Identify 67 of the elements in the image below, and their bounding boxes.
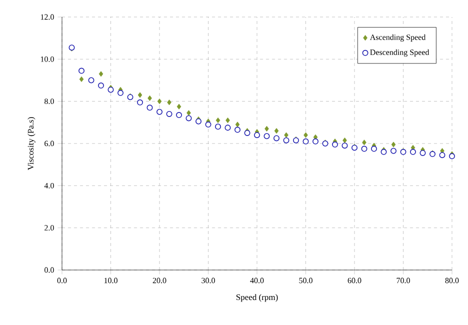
x-tick-label: 80.0 [445, 278, 459, 284]
point [186, 115, 192, 122]
y-tick-label: 8.0 [44, 98, 54, 104]
point [274, 128, 279, 134]
x-tick-label: 30.0 [202, 278, 215, 284]
point [332, 142, 338, 148]
point [342, 142, 348, 149]
point [284, 132, 288, 138]
y-tick-label: 2.0 [44, 225, 54, 231]
point [390, 148, 396, 154]
point [108, 86, 114, 93]
point [137, 99, 143, 106]
legend-label: Descending Speed [370, 49, 430, 57]
point [283, 137, 290, 144]
point [342, 138, 347, 144]
y-tick-label: 0.0 [44, 267, 54, 273]
point [78, 68, 84, 74]
point [235, 122, 240, 128]
y-tick-label: 12.0 [40, 14, 54, 20]
x-tick-label: 10.0 [104, 278, 118, 284]
point [167, 100, 172, 106]
point [362, 140, 366, 146]
legend-label: Ascending Speed [370, 34, 426, 42]
x-tick-label: 0.0 [57, 278, 67, 284]
point [98, 71, 104, 77]
point [224, 124, 231, 131]
point [234, 126, 240, 133]
point [274, 135, 280, 142]
point [304, 132, 308, 138]
point [226, 118, 230, 124]
point [146, 104, 153, 111]
point [312, 138, 318, 144]
point [439, 152, 446, 158]
point [205, 122, 212, 128]
point [370, 146, 377, 152]
x-tick-label: 60.0 [348, 278, 362, 284]
point [166, 110, 172, 117]
y-axis-title: Viscosity (Pa.s) [28, 117, 36, 170]
point [361, 146, 368, 152]
y-tick-label: 4.0 [44, 182, 54, 188]
x-tick-label: 20.0 [152, 278, 166, 284]
y-tick-label: 6.0 [44, 140, 54, 146]
x-tick-label: 40.0 [250, 278, 264, 284]
point [302, 138, 309, 144]
point [156, 108, 162, 115]
x-tick-label: 50.0 [299, 278, 312, 284]
point [186, 110, 191, 116]
point [254, 132, 260, 138]
point [79, 76, 84, 82]
point [420, 150, 426, 156]
point [176, 104, 182, 110]
point [98, 82, 104, 89]
point [88, 77, 94, 84]
point [176, 112, 182, 118]
point [391, 142, 396, 148]
point [138, 92, 142, 98]
point [148, 95, 152, 101]
point [216, 118, 220, 124]
point [410, 148, 416, 155]
x-axis-title: Speed (rpm) [236, 294, 278, 302]
point [157, 98, 162, 104]
point [215, 124, 221, 130]
point [448, 153, 455, 160]
y-tick-label: 10.0 [40, 56, 54, 62]
point [264, 133, 270, 140]
x-tick-label: 70.0 [396, 278, 410, 284]
point [118, 90, 124, 96]
